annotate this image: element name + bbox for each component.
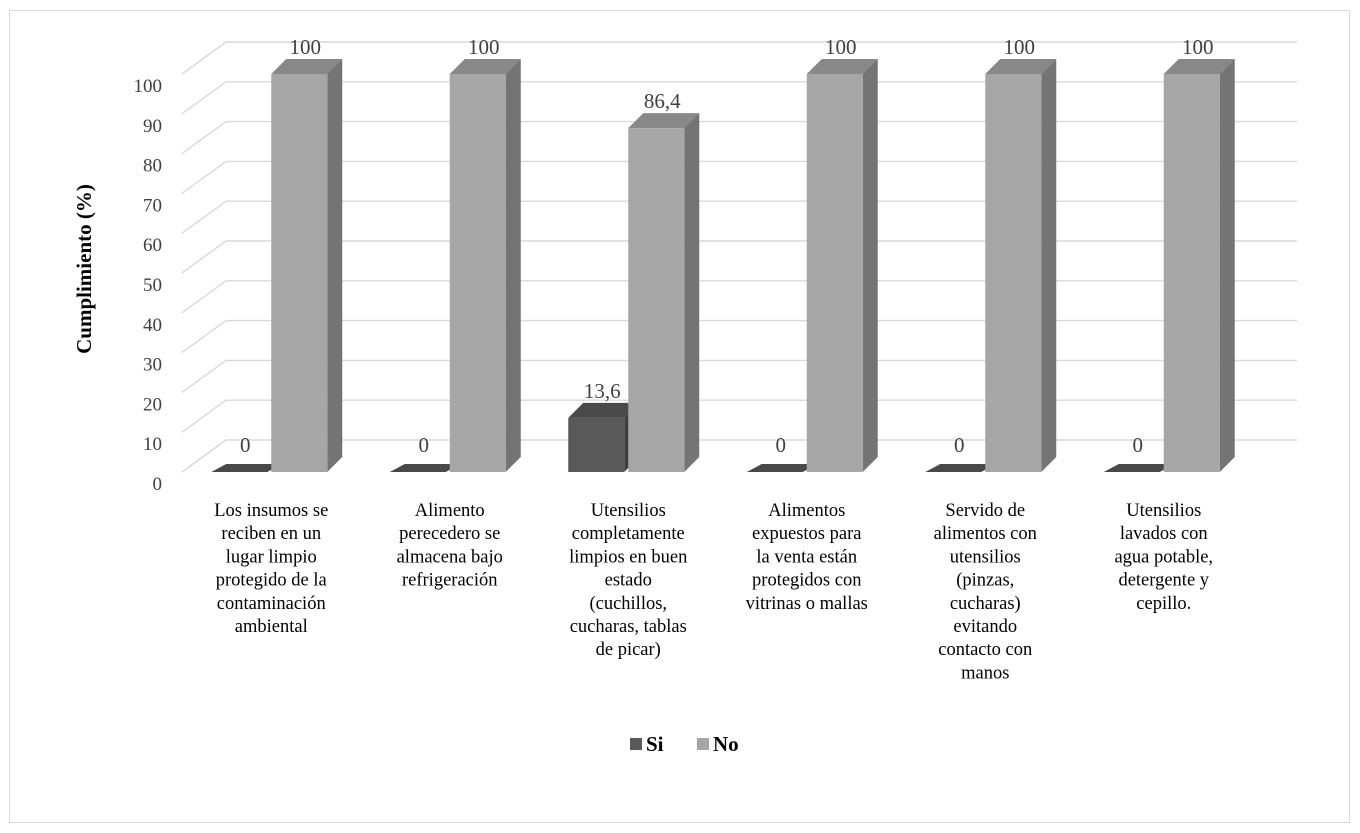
bar-no [271,59,343,472]
y-tick-label: 10 [143,434,162,455]
legend: Si No [630,732,739,756]
x-category-label: Alimento perecedero se almacena bajo refrig… [397,501,503,591]
y-tick-label: 100 [134,76,163,97]
data-label-si: 0 [1133,433,1144,457]
bars [211,59,1235,473]
gridline [181,200,1297,234]
gridline [181,280,1297,314]
gridline [181,399,1297,433]
y-tick-label: 0 [153,474,163,495]
data-label-no: 100 [825,35,857,59]
bar-no [628,113,700,473]
data-label-no: 100 [1004,35,1036,59]
bar-no [985,59,1057,472]
data-label-no: 100 [290,35,322,59]
x-category-label: Los insumos se reciben en un lugar limpio p… [214,501,328,637]
data-label-no: 86,4 [644,89,681,113]
y-axis-ticks: 0 10 20 30 40 50 60 70 80 90 100 [134,76,163,495]
x-category-label: Utensilios lavados con agua potable, deterg… [1114,501,1213,614]
y-tick-label: 90 [143,116,162,137]
bar-si [211,464,283,472]
data-label-no: 100 [468,35,500,59]
x-category-label: Servido de alimentos con utensilios (pinzas… [934,501,1037,683]
bar-si [1103,464,1175,472]
gridline [181,160,1297,194]
y-tick-label: 70 [143,195,162,216]
bar-si [925,464,997,472]
y-tick-label: 30 [143,355,162,376]
bar-si [746,464,818,472]
data-label-si: 0 [419,433,430,457]
x-category-label: Alimentos expuestos para la venta están pro… [746,501,868,614]
gridline [181,81,1297,115]
bar-no [449,59,521,472]
legend-swatch-si [630,738,642,750]
gridline [181,41,1297,75]
y-tick-label: 20 [143,394,162,415]
y-tick-label: 80 [143,156,162,177]
gridline [181,120,1297,155]
y-axis-title: Cumplimiento (%) [72,184,96,354]
legend-label-si: Si [646,732,664,756]
legend-label-no: No [713,732,739,756]
gridlines [181,41,1297,473]
y-tick-label: 40 [143,315,162,336]
data-label-si: 0 [954,433,965,457]
data-label-si: 13,6 [584,379,621,403]
legend-swatch-no [697,738,709,750]
bar-no [806,59,878,472]
bar-no [1163,59,1235,472]
data-label-si: 0 [240,433,251,457]
gridline [181,359,1297,393]
x-category-label: Utensilios completamente limpios en buen es… [569,501,687,660]
data-labels: 0 100 0 100 13,6 86,4 0 100 0 100 0 100 [240,35,1214,457]
y-tick-label: 50 [143,275,162,296]
category-labels: Los insumos se reciben en un lugar limpio p… [214,501,1213,683]
gridline [181,439,1297,473]
bar-si [389,464,461,472]
gridline [181,319,1297,354]
data-label-no: 100 [1182,35,1214,59]
data-label-si: 0 [776,433,787,457]
gridline [181,240,1297,274]
y-tick-label: 60 [143,235,162,256]
